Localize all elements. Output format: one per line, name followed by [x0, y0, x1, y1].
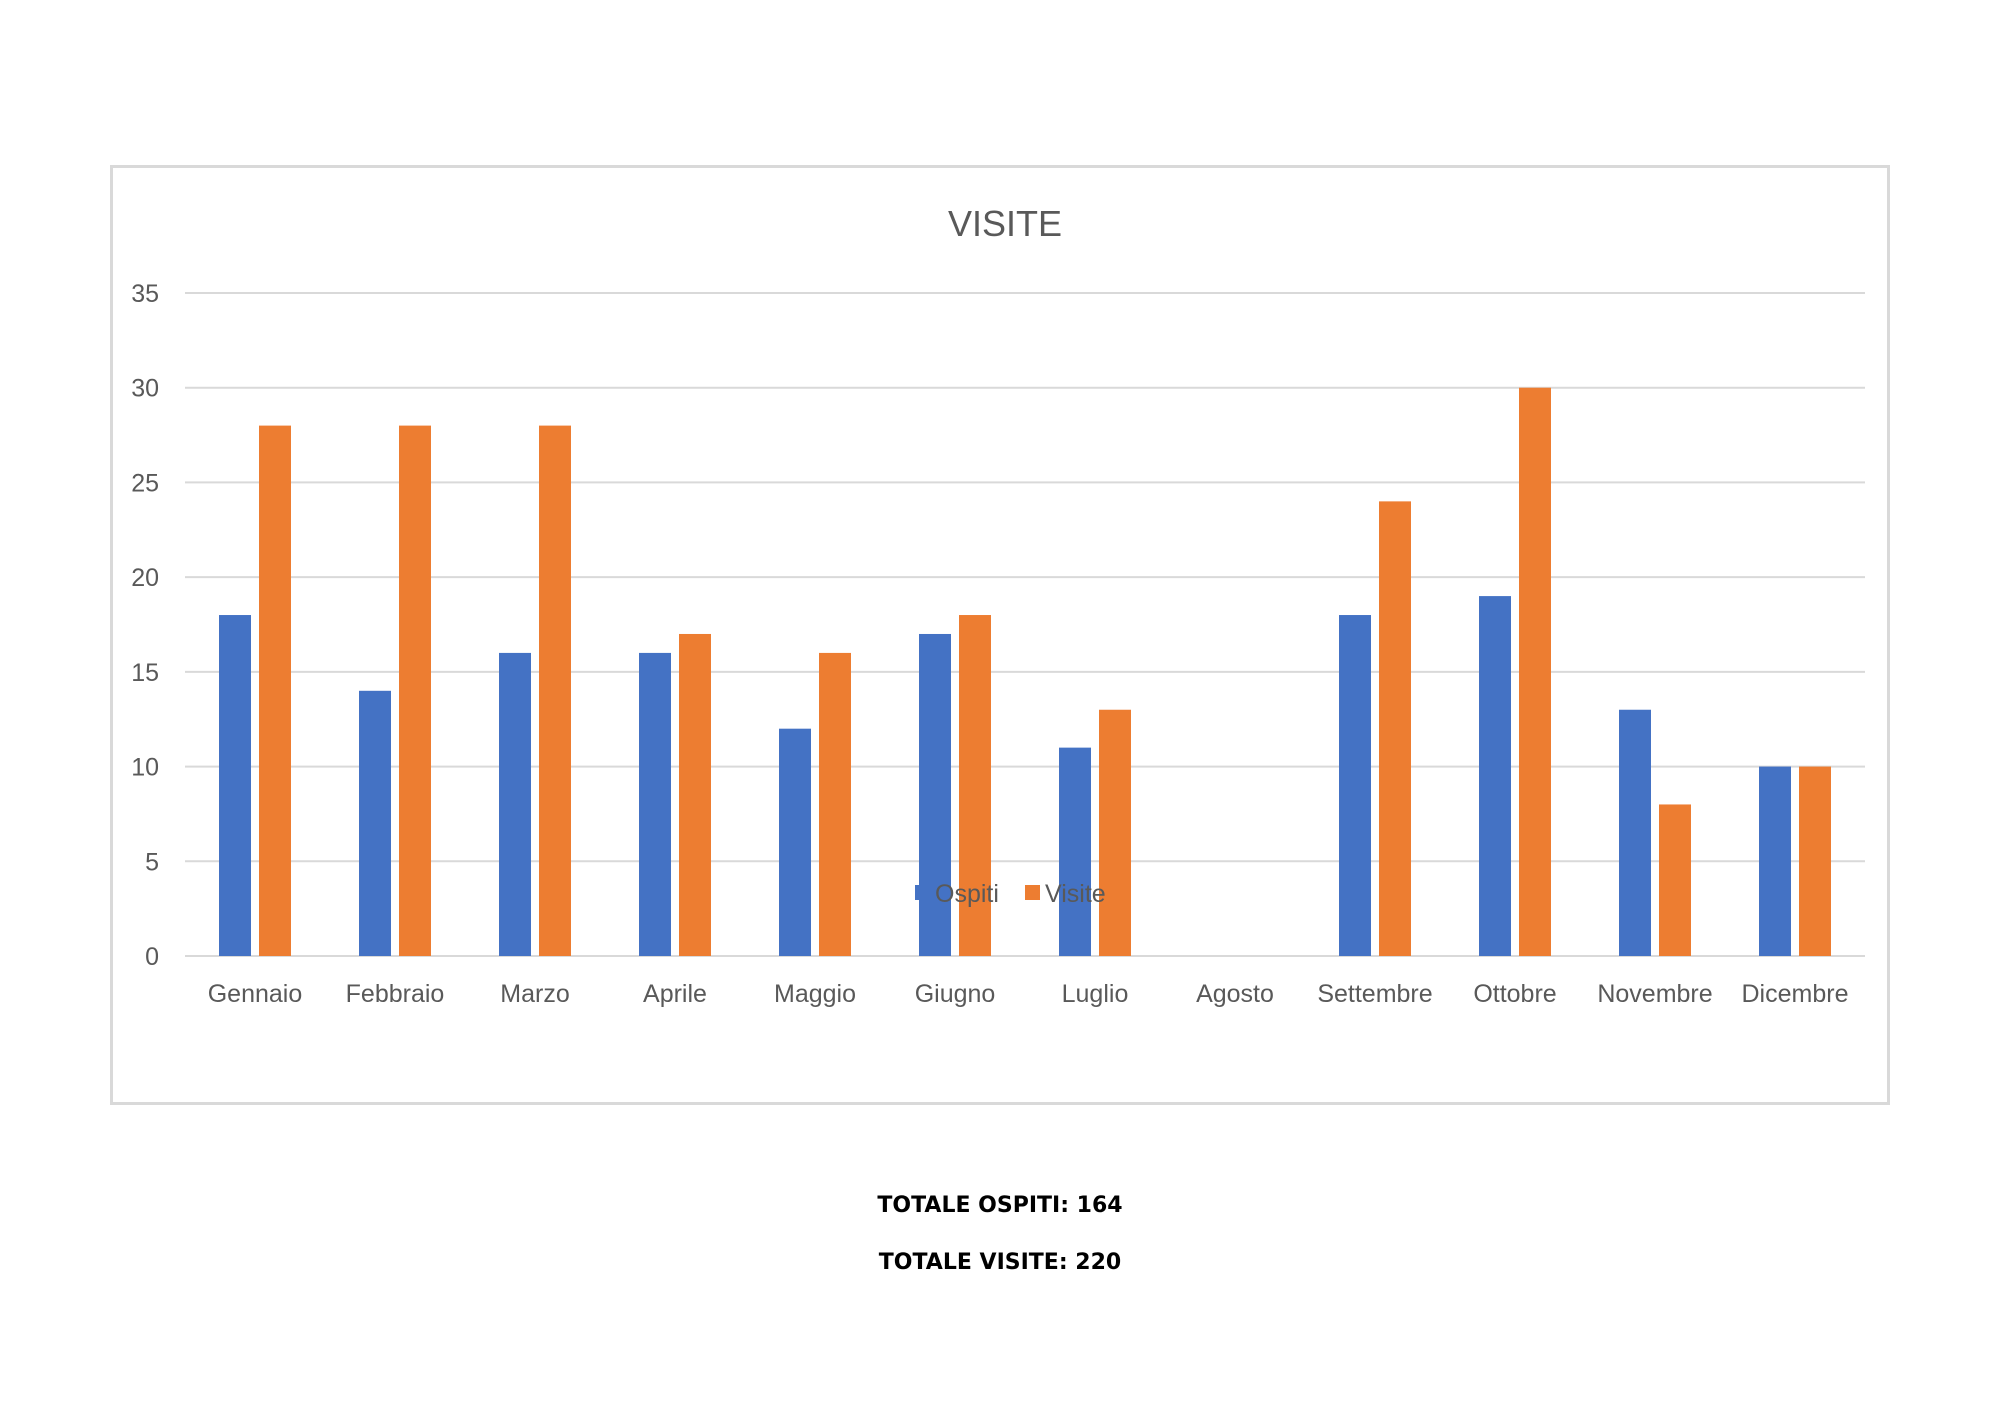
bar-ospiti-settembre	[1339, 615, 1371, 956]
bar-visite-marzo	[539, 425, 571, 957]
bar-visite-ottobre	[1519, 387, 1551, 956]
bar-visite-luglio	[1099, 709, 1131, 956]
x-tick-label: Febbraio	[346, 980, 445, 1008]
x-tick-label: Settembre	[1317, 980, 1432, 1008]
bar-visite-giugno	[959, 615, 991, 956]
bar-ospiti-dicembre	[1759, 766, 1791, 956]
x-axis-ticks: Gennaio Febbraio Marzo Aprile Maggio Giugno Lu…	[208, 980, 1849, 1008]
bar-ospiti-luglio	[1059, 747, 1091, 956]
bar-visite-novembre	[1659, 804, 1691, 956]
legend-label-visite: Visite	[1045, 880, 1106, 908]
bars	[219, 387, 1831, 957]
x-tick-label: Marzo	[500, 980, 569, 1008]
legend-label-ospiti: Ospiti	[935, 880, 999, 908]
bar-ospiti-ottobre	[1479, 596, 1511, 956]
bar-ospiti-giugno	[919, 633, 951, 956]
total-ospiti: TOTALE OSPITI: 164	[877, 1193, 1123, 1218]
y-tick-label: 0	[145, 943, 159, 971]
x-tick-label: Maggio	[774, 980, 856, 1008]
x-tick-label: Agosto	[1196, 980, 1274, 1008]
bar-chart: VISITE 0 5 10 15 20 25 30 35 Gennaio Febbraio Mar…	[131, 203, 1865, 1008]
legend: Ospiti Visite	[915, 880, 1106, 908]
legend-swatch-ospiti	[915, 885, 930, 900]
bar-visite-settembre	[1379, 501, 1411, 956]
x-tick-label: Gennaio	[208, 980, 303, 1008]
y-tick-label: 5	[145, 848, 159, 876]
bar-ospiti-febbraio	[359, 690, 391, 956]
y-tick-label: 10	[131, 754, 159, 782]
bar-visite-febbraio	[399, 425, 431, 957]
y-tick-label: 15	[131, 659, 159, 687]
bar-visite-aprile	[679, 633, 711, 956]
y-tick-label: 20	[131, 564, 159, 592]
x-tick-label: Luglio	[1062, 980, 1129, 1008]
x-tick-label: Ottobre	[1473, 980, 1556, 1008]
x-tick-label: Dicembre	[1742, 980, 1849, 1008]
bar-ospiti-novembre	[1619, 709, 1651, 956]
chart-title: VISITE	[948, 203, 1062, 244]
y-tick-label: 35	[131, 280, 159, 308]
y-axis-ticks: 0 5 10 15 20 25 30 35	[131, 280, 159, 971]
bar-visite-maggio	[819, 652, 851, 956]
legend-swatch-visite	[1025, 885, 1040, 900]
x-tick-label: Giugno	[915, 980, 996, 1008]
bar-ospiti-maggio	[779, 728, 811, 956]
total-visite: TOTALE VISITE: 220	[878, 1250, 1122, 1275]
y-tick-label: 30	[131, 375, 159, 403]
bar-visite-gennaio	[259, 425, 291, 957]
bar-ospiti-marzo	[499, 652, 531, 956]
bar-visite-dicembre	[1799, 766, 1831, 956]
y-tick-label: 25	[131, 469, 159, 497]
bar-ospiti-aprile	[639, 652, 671, 956]
gridlines	[185, 292, 1865, 957]
chart-frame: VISITE 0 5 10 15 20 25 30 35 Gennaio Febbraio Mar…	[110, 165, 1890, 1105]
bar-ospiti-gennaio	[219, 615, 251, 956]
x-tick-label: Novembre	[1597, 980, 1712, 1008]
x-tick-label: Aprile	[643, 980, 707, 1008]
